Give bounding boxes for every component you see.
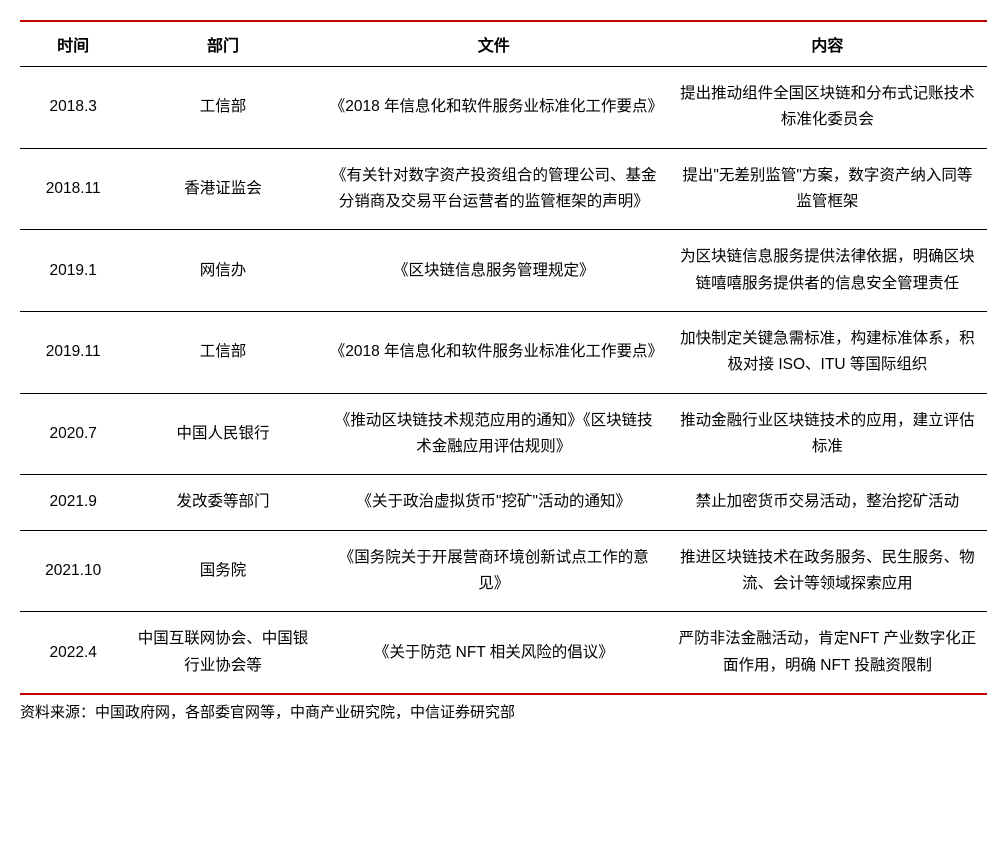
policy-table-container: 时间 部门 文件 内容 2018.3 工信部 《2018 年信息化和软件服务业标… — [20, 20, 987, 722]
policy-table: 时间 部门 文件 内容 2018.3 工信部 《2018 年信息化和软件服务业标… — [20, 20, 987, 695]
cell-department: 中国人民银行 — [126, 393, 319, 475]
table-body: 2018.3 工信部 《2018 年信息化和软件服务业标准化工作要点》 提出推动… — [20, 67, 987, 695]
table-row: 2018.11 香港证监会 《有关针对数字资产投资组合的管理公司、基金分销商及交… — [20, 148, 987, 230]
cell-content: 严防非法金融活动，肯定NFT 产业数字化正面作用，明确 NFT 投融资限制 — [668, 612, 987, 694]
cell-department: 国务院 — [126, 530, 319, 612]
cell-time: 2019.1 — [20, 230, 126, 312]
cell-department: 网信办 — [126, 230, 319, 312]
cell-content: 推进区块链技术在政务服务、民生服务、物流、会计等领域探索应用 — [668, 530, 987, 612]
cell-content: 加快制定关键急需标准，构建标准体系，积极对接 ISO、ITU 等国际组织 — [668, 312, 987, 394]
cell-document: 《区块链信息服务管理规定》 — [320, 230, 668, 312]
cell-time: 2019.11 — [20, 312, 126, 394]
cell-content: 提出"无差别监管"方案，数字资产纳入同等监管框架 — [668, 148, 987, 230]
header-time: 时间 — [20, 21, 126, 67]
cell-content: 推动金融行业区块链技术的应用，建立评估标准 — [668, 393, 987, 475]
table-header-row: 时间 部门 文件 内容 — [20, 21, 987, 67]
cell-content: 为区块链信息服务提供法律依据，明确区块链嘻嘻服务提供者的信息安全管理责任 — [668, 230, 987, 312]
table-row: 2021.10 国务院 《国务院关于开展营商环境创新试点工作的意见》 推进区块链… — [20, 530, 987, 612]
cell-content: 提出推动组件全国区块链和分布式记账技术标准化委员会 — [668, 67, 987, 149]
header-document: 文件 — [320, 21, 668, 67]
cell-department: 中国互联网协会、中国银行业协会等 — [126, 612, 319, 694]
cell-document: 《关于防范 NFT 相关风险的倡议》 — [320, 612, 668, 694]
header-department: 部门 — [126, 21, 319, 67]
cell-time: 2018.3 — [20, 67, 126, 149]
cell-time: 2021.9 — [20, 475, 126, 530]
source-note: 资料来源：中国政府网，各部委官网等，中商产业研究院，中信证券研究部 — [20, 701, 987, 722]
cell-document: 《2018 年信息化和软件服务业标准化工作要点》 — [320, 67, 668, 149]
table-row: 2020.7 中国人民银行 《推动区块链技术规范应用的通知》《区块链技术金融应用… — [20, 393, 987, 475]
cell-document: 《国务院关于开展营商环境创新试点工作的意见》 — [320, 530, 668, 612]
cell-document: 《推动区块链技术规范应用的通知》《区块链技术金融应用评估规则》 — [320, 393, 668, 475]
cell-time: 2021.10 — [20, 530, 126, 612]
cell-time: 2020.7 — [20, 393, 126, 475]
table-row: 2019.11 工信部 《2018 年信息化和软件服务业标准化工作要点》 加快制… — [20, 312, 987, 394]
table-row: 2021.9 发改委等部门 《关于政治虚拟货币"挖矿"活动的通知》 禁止加密货币… — [20, 475, 987, 530]
cell-time: 2018.11 — [20, 148, 126, 230]
table-row: 2018.3 工信部 《2018 年信息化和软件服务业标准化工作要点》 提出推动… — [20, 67, 987, 149]
table-row: 2022.4 中国互联网协会、中国银行业协会等 《关于防范 NFT 相关风险的倡… — [20, 612, 987, 694]
cell-content: 禁止加密货币交易活动，整治挖矿活动 — [668, 475, 987, 530]
cell-department: 发改委等部门 — [126, 475, 319, 530]
cell-department: 香港证监会 — [126, 148, 319, 230]
cell-document: 《有关针对数字资产投资组合的管理公司、基金分销商及交易平台运营者的监管框架的声明… — [320, 148, 668, 230]
cell-department: 工信部 — [126, 312, 319, 394]
cell-document: 《2018 年信息化和软件服务业标准化工作要点》 — [320, 312, 668, 394]
cell-document: 《关于政治虚拟货币"挖矿"活动的通知》 — [320, 475, 668, 530]
cell-time: 2022.4 — [20, 612, 126, 694]
header-content: 内容 — [668, 21, 987, 67]
table-row: 2019.1 网信办 《区块链信息服务管理规定》 为区块链信息服务提供法律依据，… — [20, 230, 987, 312]
cell-department: 工信部 — [126, 67, 319, 149]
